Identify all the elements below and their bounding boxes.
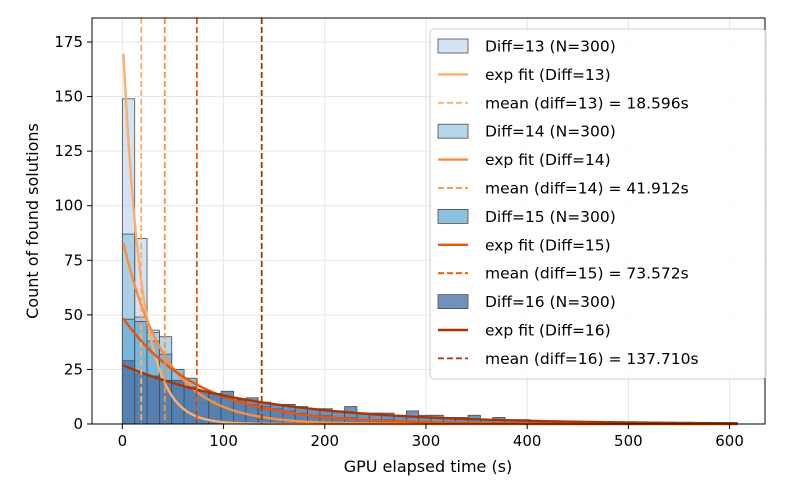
legend-label: Diff=15 (N=300) (485, 208, 616, 226)
legend-label: Diff=13 (N=300) (485, 38, 616, 56)
y-tick-label: 175 (54, 33, 83, 51)
x-tick-label: 500 (614, 432, 643, 450)
histogram-bar (344, 406, 358, 425)
x-tick-label: 600 (715, 432, 744, 450)
histogram-bar (270, 403, 284, 425)
legend-label: Diff=14 (N=300) (485, 123, 616, 141)
x-tick-label: 200 (310, 432, 339, 450)
legend-label: exp fit (Diff=16) (485, 322, 611, 340)
y-tick-label: 25 (64, 360, 83, 378)
legend-swatch-histogram (437, 294, 469, 310)
axis-ticks: 0 100 200 300 400 500 600 0 25 50 75 100 125 150 175 (54, 33, 744, 450)
legend-label: exp fit (Diff=13) (485, 66, 611, 84)
legend-swatch-histogram (437, 208, 469, 224)
x-axis-title: GPU elapsed time (s) (344, 457, 513, 476)
y-tick-label: 125 (54, 142, 83, 160)
x-tick-label: 300 (412, 432, 441, 450)
legend-label: mean (diff=16) = 137.710s (485, 350, 699, 368)
legend-swatch-histogram (437, 123, 469, 139)
legend-label: exp fit (Diff=14) (485, 151, 611, 169)
histogram-bar (183, 386, 197, 425)
y-axis-title: Count of found solutions (23, 123, 42, 319)
histogram-bar (146, 375, 160, 425)
legend-swatch-histogram (437, 38, 469, 54)
x-tick-label: 100 (209, 432, 238, 450)
y-tick-label: 50 (64, 306, 83, 324)
y-tick-label: 75 (64, 251, 83, 269)
legend-label: Diff=16 (N=300) (485, 293, 616, 311)
x-tick-label: 0 (118, 432, 128, 450)
legend-label: exp fit (Diff=15) (485, 236, 611, 254)
mean-lines-layer (140, 18, 263, 424)
legend-label: mean (diff=14) = 41.912s (485, 180, 689, 198)
y-tick-label: 100 (54, 197, 83, 215)
legend-frame (429, 28, 767, 380)
legend: Diff=13 (N=300) exp fit (Diff=13) mean (di… (429, 28, 767, 380)
x-tick-label: 400 (513, 432, 542, 450)
histogram-bar (257, 401, 271, 425)
y-tick-label: 0 (73, 415, 83, 433)
legend-label: mean (diff=15) = 73.572s (485, 265, 689, 283)
exp-fit-curve (122, 364, 738, 425)
legend-label: mean (diff=13) = 18.596s (485, 94, 689, 112)
y-tick-label: 150 (54, 88, 83, 106)
